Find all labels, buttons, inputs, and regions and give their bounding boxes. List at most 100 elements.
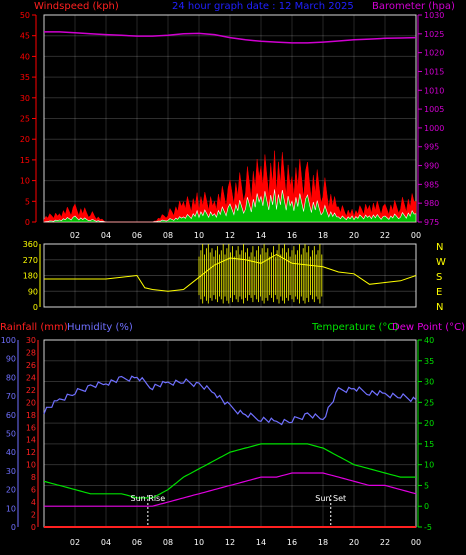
x-tick-label: 18 (318, 231, 328, 240)
direction-tick-label: 0 (33, 303, 38, 312)
compass-label: N (436, 242, 443, 253)
sun-marker-label: Sun Set (315, 494, 346, 503)
wind-panel-x-axis: 02 04 06 08 10 12 14 16 18 20 22 00 (70, 231, 421, 240)
rainfall-tick-label: 28 (26, 348, 36, 357)
rainfall-axis-label: Rainfall (mm) (0, 322, 68, 333)
wind-panel-plot (43, 31, 417, 223)
rainfall-tick-label: 22 (26, 386, 36, 395)
dewpoint-series (44, 472, 417, 507)
x-tick-label: 18 (318, 538, 328, 547)
x-tick-label: 14 (256, 231, 266, 240)
humidity-tick-label: 60 (6, 411, 16, 420)
barometer-tick-label: 980 (424, 199, 439, 208)
direction-tick-label: 360 (23, 240, 38, 249)
rainfall-tick-label: 24 (26, 373, 36, 382)
direction-tick-label: 270 (23, 256, 38, 265)
temperature-tick-label: -5 (424, 523, 432, 532)
direction-tick-label: 90 (28, 287, 38, 296)
humidity-tick-label: 40 (6, 448, 16, 457)
x-tick-label: 02 (70, 538, 80, 547)
sun-marker-label: Sun Rise (131, 494, 166, 503)
rainfall-tick-label: 20 (26, 398, 36, 407)
temperature-tick-label: 30 (424, 378, 434, 387)
temperature-tick-label: 0 (424, 502, 429, 511)
rainfall-tick-label: 10 (26, 461, 36, 470)
windspeed-axis-label: Windspeed (kph) (34, 1, 119, 12)
x-tick-label: 20 (349, 538, 359, 547)
x-tick-label: 16 (287, 231, 297, 240)
x-tick-label: 10 (194, 231, 204, 240)
x-tick-label: 04 (101, 231, 111, 240)
windspeed-series (43, 150, 417, 223)
compass-label: W (436, 257, 446, 268)
temperature-tick-label: 10 (424, 461, 434, 470)
x-tick-label: 10 (194, 538, 204, 547)
rainfall-tick-label: 2 (31, 511, 36, 520)
humidity-tick-label: 90 (6, 355, 16, 364)
x-tick-label: 04 (101, 538, 111, 547)
rainfall-tick-label: 12 (26, 448, 36, 457)
windspeed-tick-label: 5 (25, 197, 30, 206)
windspeed-tick-label: 40 (20, 52, 30, 61)
direction-panel-plot (44, 244, 417, 304)
humidity-tick-label: 70 (6, 392, 16, 401)
humidity-series (43, 375, 417, 426)
rainfall-tick-label: 26 (26, 361, 36, 370)
humidity-tick-label: 30 (6, 467, 16, 476)
wind-direction-series (44, 253, 417, 292)
temperature-series (43, 443, 416, 499)
temp-panel-x-axis: 02 04 06 08 10 12 14 16 18 20 22 00 (70, 538, 421, 547)
humidity-tick-label: 100 (1, 336, 16, 345)
wind-panel-grid (43, 14, 417, 223)
windspeed-tick-label: 50 (20, 11, 30, 20)
compass-label: E (436, 287, 442, 298)
barometer-tick-label: 975 (424, 218, 439, 227)
direction-degree-axis: 0 90 180 270 360 (23, 240, 41, 312)
direction-tick-label: 180 (23, 272, 38, 281)
humidity-axis: 0 10 20 30 40 50 60 70 80 90 100 (1, 336, 19, 532)
average-wind-series (43, 189, 417, 223)
x-tick-label: 12 (225, 231, 235, 240)
x-tick-label: 00 (411, 538, 421, 547)
rainfall-tick-label: 4 (31, 498, 36, 507)
temperature-tick-label: 25 (424, 398, 434, 407)
rainfall-tick-label: 6 (31, 486, 36, 495)
humidity-tick-label: 10 (6, 504, 16, 513)
rainfall-tick-label: 18 (26, 411, 36, 420)
temperature-axis-label: Temperature (°C) (311, 322, 398, 333)
temp-panel-plot: Sun Rise Sun Set (43, 375, 417, 528)
humidity-tick-label: 20 (6, 486, 16, 495)
windspeed-tick-label: 45 (20, 32, 30, 41)
humidity-axis-label: Humidity (%) (67, 322, 133, 333)
humidity-tick-label: 50 (6, 430, 16, 439)
x-tick-label: 12 (225, 538, 235, 547)
temp-panel-grid (43, 339, 417, 528)
windspeed-tick-label: 10 (20, 177, 30, 186)
temperature-tick-label: 40 (424, 336, 434, 345)
barometer-axis-label: Barometer (hpa) (372, 1, 455, 12)
x-tick-label: 16 (287, 538, 297, 547)
x-tick-label: 06 (132, 231, 142, 240)
barometer-tick-label: 1000 (424, 124, 444, 133)
barometer-tick-label: 985 (424, 180, 439, 189)
barometer-tick-label: 1015 (424, 67, 444, 76)
barometer-tick-label: 1020 (424, 49, 444, 58)
windspeed-tick-label: 20 (20, 135, 30, 144)
rainfall-tick-label: 14 (26, 436, 36, 445)
temperature-tick-label: 20 (424, 419, 434, 428)
barometer-tick-label: 1030 (424, 11, 444, 20)
windspeed-tick-label: 35 (20, 73, 30, 82)
barometer-tick-label: 1025 (424, 30, 444, 39)
graph-title: 24 hour graph date : 12 March 2025 (172, 1, 354, 12)
x-tick-label: 08 (163, 231, 173, 240)
x-tick-label: 22 (380, 538, 390, 547)
barometer-series (44, 31, 417, 44)
temperature-tick-label: 5 (424, 481, 429, 490)
rainfall-tick-label: 30 (26, 336, 36, 345)
compass-label: N (436, 302, 443, 313)
barometer-tick-label: 995 (424, 143, 439, 152)
rainfall-tick-label: 0 (31, 523, 36, 532)
